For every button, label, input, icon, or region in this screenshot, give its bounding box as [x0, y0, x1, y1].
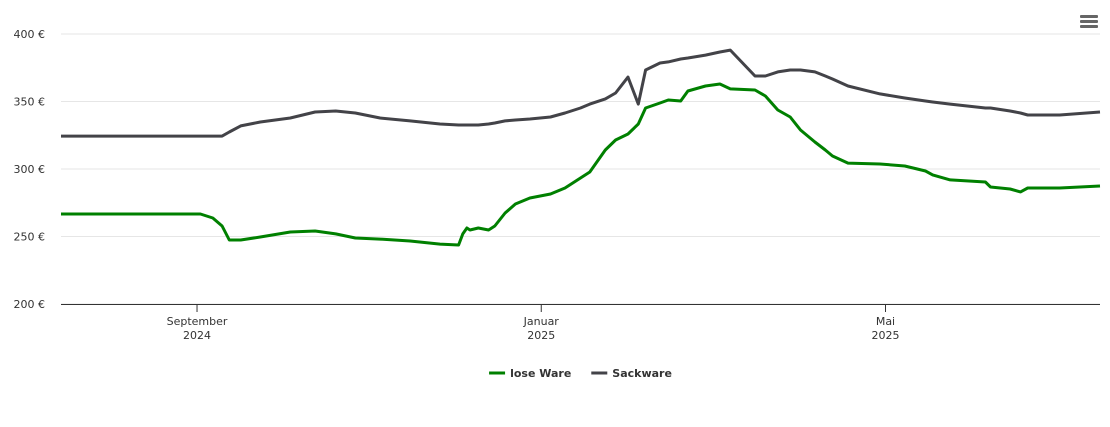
- y-tick-label: 250 €: [14, 231, 46, 244]
- x-tick-label: Januar: [523, 315, 560, 328]
- x-tick-label: Mai: [876, 315, 895, 328]
- series-line: [61, 82, 1101, 247]
- legend: lose Ware Sackware: [489, 367, 672, 380]
- legend-label: Sackware: [612, 367, 672, 380]
- y-tick-label: 200 €: [14, 298, 46, 311]
- x-tick-label: 2025: [527, 329, 555, 342]
- x-tick-label: 2024: [183, 329, 211, 342]
- legend-item: lose Ware: [489, 367, 571, 380]
- menu-bar: [1080, 15, 1098, 18]
- x-tick-label: September: [167, 315, 228, 328]
- legend-label: lose Ware: [510, 367, 571, 380]
- y-tick-label: 400 €: [14, 28, 46, 41]
- menu-button[interactable]: [1080, 15, 1098, 28]
- legend-item: Sackware: [591, 367, 672, 380]
- menu-bar: [1080, 20, 1098, 23]
- menu-bar: [1080, 25, 1098, 28]
- series-line: [61, 48, 1101, 138]
- y-tick-label: 350 €: [14, 96, 46, 109]
- y-tick-label: 300 €: [14, 163, 46, 176]
- x-tick-label: 2025: [871, 329, 899, 342]
